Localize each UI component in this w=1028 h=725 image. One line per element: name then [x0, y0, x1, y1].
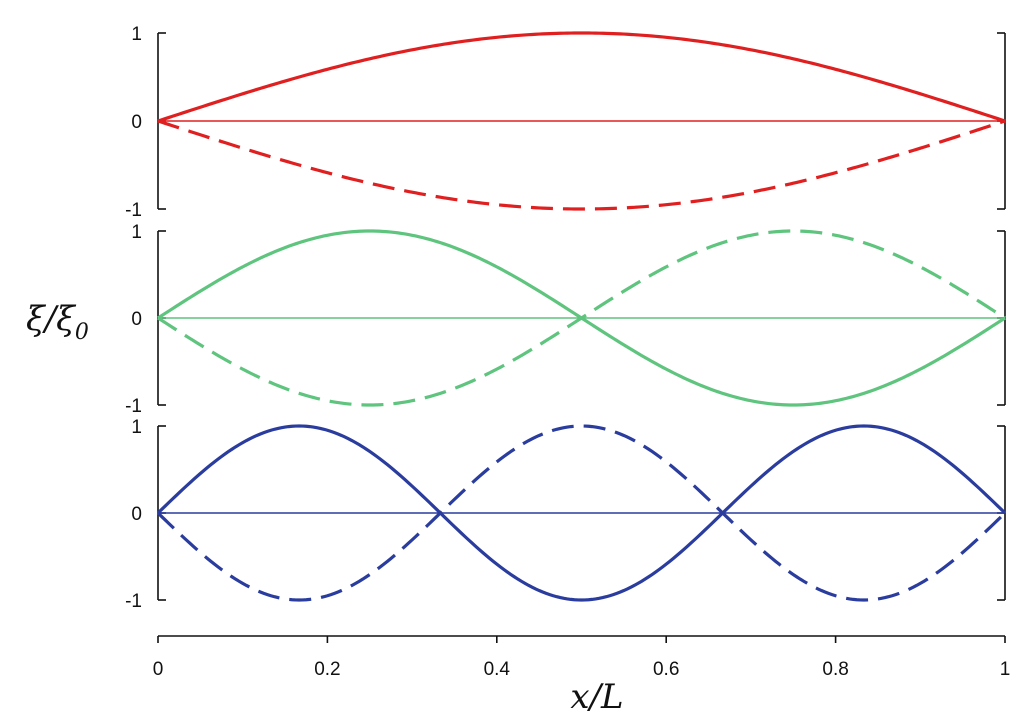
panel-mode-3: 1 0 -1 — [125, 417, 1005, 612]
y-tick-label: -1 — [125, 396, 142, 417]
y-axis-title: ξ/ξ0 — [26, 299, 89, 345]
y-tick-label: 0 — [131, 112, 142, 133]
x-tick-label: 0.4 — [484, 659, 511, 680]
panel-mode-1: 1 0 -1 — [125, 24, 1005, 221]
y-tick-label: -1 — [125, 200, 142, 221]
x-tick-label: 0.8 — [822, 659, 848, 680]
x-axis-title: x/L — [570, 677, 623, 717]
y-tick-label: 0 — [131, 504, 142, 525]
x-tick-label: 0.2 — [314, 659, 340, 680]
panels-group: 10-110-110-1 — [125, 24, 1005, 612]
x-tick-label: 0 — [153, 659, 164, 680]
solid-wave-mode-1 — [158, 33, 1005, 121]
x-tick-label: 0.6 — [653, 659, 679, 680]
x-tick-label: 1 — [1000, 659, 1011, 680]
panel-mode-2: 1 0 -1 — [125, 222, 1005, 417]
y-tick-label: 1 — [131, 24, 142, 45]
y-tick-label: 1 — [131, 222, 142, 243]
y-axis-title-subscript: 0 — [75, 320, 89, 345]
x-axis: 0 0.2 0.4 0.6 0.8 1 — [153, 636, 1011, 680]
dashed-wave-mode-1 — [158, 121, 1005, 209]
y-tick-label: 1 — [131, 417, 142, 438]
y-tick-label: 0 — [131, 309, 142, 330]
y-axis-title-main: ξ/ξ — [26, 299, 77, 339]
y-tick-label: -1 — [125, 591, 142, 612]
